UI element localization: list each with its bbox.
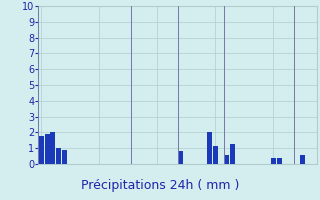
Bar (300, 155, 305, 164)
Text: Précipitations 24h ( mm ): Précipitations 24h ( mm ) (81, 179, 239, 192)
Bar (213, 146, 218, 164)
Bar (44, 134, 50, 164)
Bar (224, 155, 229, 164)
Bar (56, 148, 61, 164)
Bar (271, 158, 276, 164)
Bar (276, 158, 282, 164)
Bar (178, 151, 183, 164)
Bar (207, 132, 212, 164)
Bar (39, 136, 44, 164)
Bar (51, 132, 55, 164)
Bar (62, 150, 67, 164)
Bar (230, 144, 235, 164)
